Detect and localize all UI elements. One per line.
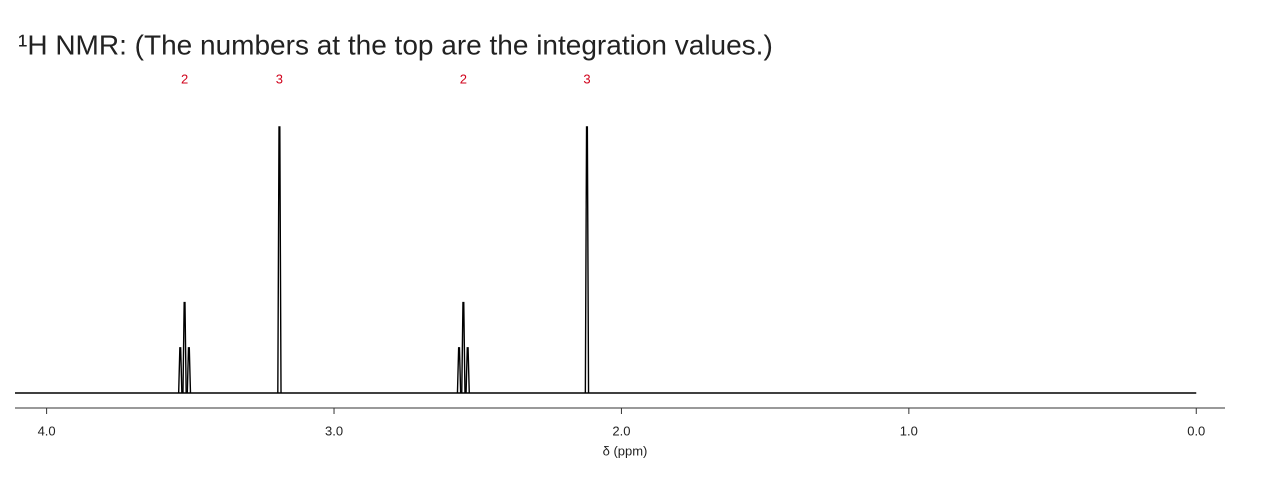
integration-label: 3 [276,71,283,86]
x-axis-label: δ (ppm) [603,443,648,458]
peak-line [182,301,187,394]
peak-line [584,126,590,394]
peak-line [465,347,470,394]
peak-line [177,347,183,394]
x-tick-label: 3.0 [325,423,343,438]
integration-label: 3 [583,71,590,86]
x-tick-label: 2.0 [612,423,630,438]
integration-label: 2 [181,71,188,86]
x-tick-label: 4.0 [38,423,56,438]
peak-line [461,301,466,394]
peak-line [456,347,462,394]
peak-line [277,126,282,394]
integration-label: 2 [460,71,467,86]
x-tick-label: 1.0 [900,423,918,438]
x-tick-label: 0.0 [1187,423,1205,438]
peak-line [186,347,192,394]
chart-title: ¹H NMR: (The numbers at the top are the … [18,29,773,60]
